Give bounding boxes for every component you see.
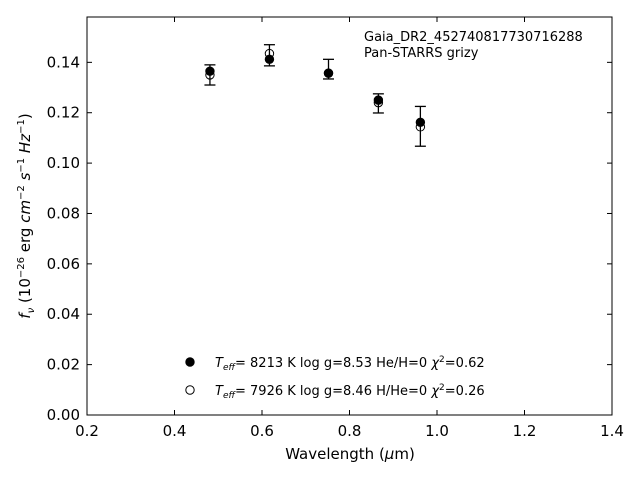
y-axis-ticks: 0.00 0.02 0.04 0.06 0.08 0.10 0.12 0.14 [47, 53, 612, 424]
annotation-object-id: Gaia_DR2_452740817730716288 [364, 30, 583, 45]
y-tick-label: 0.12 [47, 104, 80, 122]
model-point-filled [373, 95, 384, 105]
x-tick-label: 0.2 [75, 422, 99, 440]
model-point-open [373, 97, 384, 108]
y-tick-label: 0.06 [47, 255, 80, 273]
x-axis-ticks: 0.2 0.4 0.6 0.8 1.0 1.2 1.4 [75, 17, 624, 440]
annotation-survey: Pan-STARRS grizy [364, 46, 479, 61]
legend-marker-filled [185, 357, 195, 367]
legend-entry-2: Teff= 7926 K log g=8.46 H/He=0 χ2=0.26 [215, 383, 485, 401]
legend-2-chi2: =0.26 [445, 384, 485, 399]
model-point-open [415, 122, 426, 132]
legend-1-comp: He/H=0 [376, 356, 427, 371]
legend-1-chi2: =0.62 [445, 356, 485, 371]
y-tick-label: 0.14 [47, 53, 80, 71]
y-axis-label: fν (10−26 erg cm−2 s−1 Hz−1) [16, 113, 37, 318]
model-point-open [323, 68, 334, 78]
legend-marker-open [185, 385, 195, 395]
y-tick-label: 0.04 [47, 305, 80, 323]
x-tick-label: 0.8 [338, 422, 362, 440]
x-tick-label: 1.0 [425, 422, 449, 440]
x-axis-label: Wavelength (μm) [285, 445, 415, 463]
model-point-open [205, 70, 215, 80]
legend-1-logg: log g=8.53 [300, 356, 372, 371]
x-tick-label: 1.4 [600, 422, 624, 440]
y-tick-label: 0.00 [47, 406, 80, 424]
legend-2-teff: 7926 K [250, 384, 296, 399]
legend-entry-1: Teff= 8213 K log g=8.53 He/H=0 χ2=0.62 [215, 355, 485, 373]
x-tick-label: 1.2 [513, 422, 537, 440]
y-tick-label: 0.02 [47, 356, 80, 374]
legend-2-comp: H/He=0 [376, 384, 427, 399]
legend: Teff= 8213 K log g=8.53 He/H=0 χ2=0.62 T… [185, 355, 485, 401]
model-point-open [264, 48, 275, 59]
y-tick-label: 0.10 [47, 154, 80, 172]
x-tick-label: 0.6 [250, 422, 274, 440]
legend-2-logg: log g=8.46 [300, 384, 372, 399]
x-tick-label: 0.4 [163, 422, 187, 440]
legend-1-teff: 8213 K [250, 356, 296, 371]
data-marks [204, 44, 426, 147]
y-tick-label: 0.08 [47, 204, 80, 222]
plot-area [86, 16, 613, 416]
